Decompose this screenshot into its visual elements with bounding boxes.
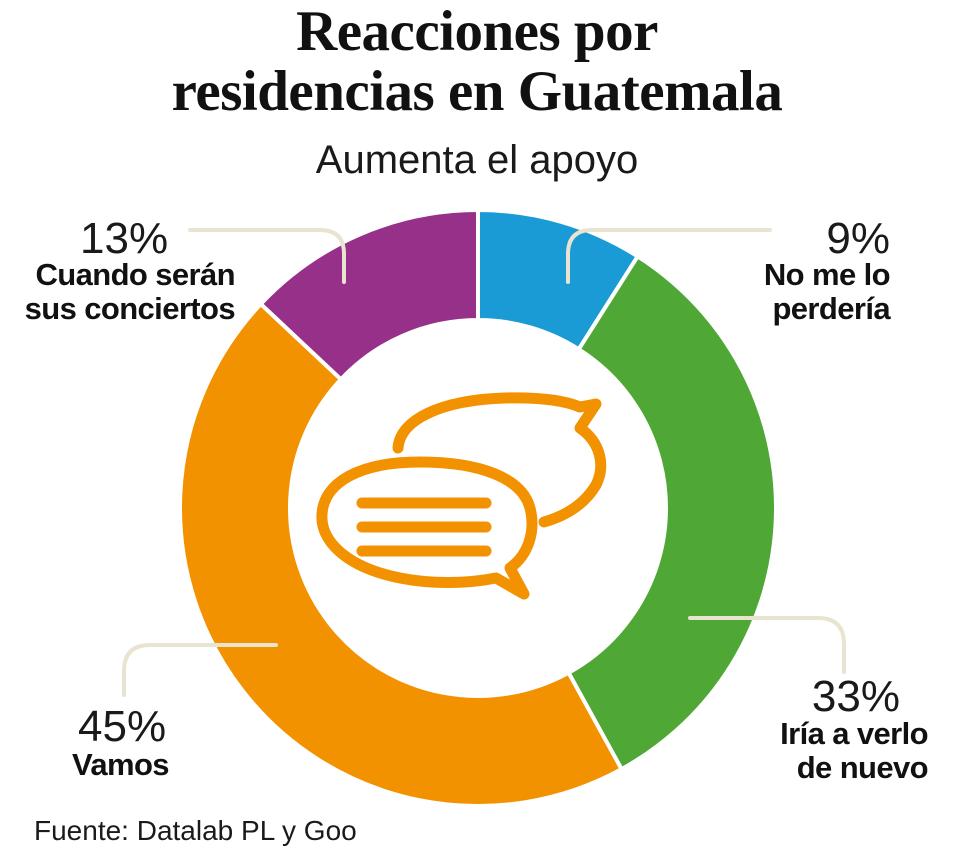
title-line-2: residencias en Guatemala xyxy=(171,60,783,123)
pct-label-no-me-lo-perderia: 9% xyxy=(826,214,890,263)
category-label-no-me-lo-perderia: No me lo perdería xyxy=(700,257,891,326)
category-line-2: sus conciertos xyxy=(24,291,236,326)
leader-line-iria-a-verlo xyxy=(688,616,846,674)
category-line-1: Cuando serán xyxy=(35,257,235,292)
donut-slice-2 xyxy=(178,301,625,808)
leader-lines xyxy=(122,228,846,697)
donut-slice-3 xyxy=(257,207,480,383)
category-label-cuando-seran: Cuando serán sus conciertos xyxy=(20,257,236,326)
category-line-1: Iría a verlo xyxy=(780,716,929,751)
source-note: Fuente: Datalab PL y Goo xyxy=(34,815,357,846)
category-label-vamos: Vamos xyxy=(72,747,170,782)
chat-bubble-front xyxy=(316,456,538,600)
chart-title: Reacciones por residencias en Guatemala xyxy=(0,2,954,122)
leader-line-vamos xyxy=(122,643,278,697)
category-line-1: No me lo xyxy=(763,257,891,292)
pct-label-iria-a-verlo: 33% xyxy=(811,672,900,721)
donut-slices xyxy=(178,207,778,808)
pct-label-vamos: 45% xyxy=(78,702,167,751)
chat-bubbles-icon xyxy=(316,392,607,600)
title-line-1: Reacciones por xyxy=(296,0,658,63)
pct-label-cuando-seran: 13% xyxy=(80,214,169,263)
chat-bubble-back xyxy=(392,392,607,528)
leader-line-no-me-lo-perderia xyxy=(566,228,772,284)
donut-slice-1 xyxy=(565,253,778,772)
chart-subtitle: Aumenta el apoyo xyxy=(315,138,639,182)
leader-line-cuando-seran xyxy=(188,228,346,284)
category-label-iria-a-verlo: Iría a verlo de nuevo xyxy=(720,716,929,785)
category-line-2: de nuevo xyxy=(796,750,929,785)
category-line-2: perdería xyxy=(772,291,890,326)
